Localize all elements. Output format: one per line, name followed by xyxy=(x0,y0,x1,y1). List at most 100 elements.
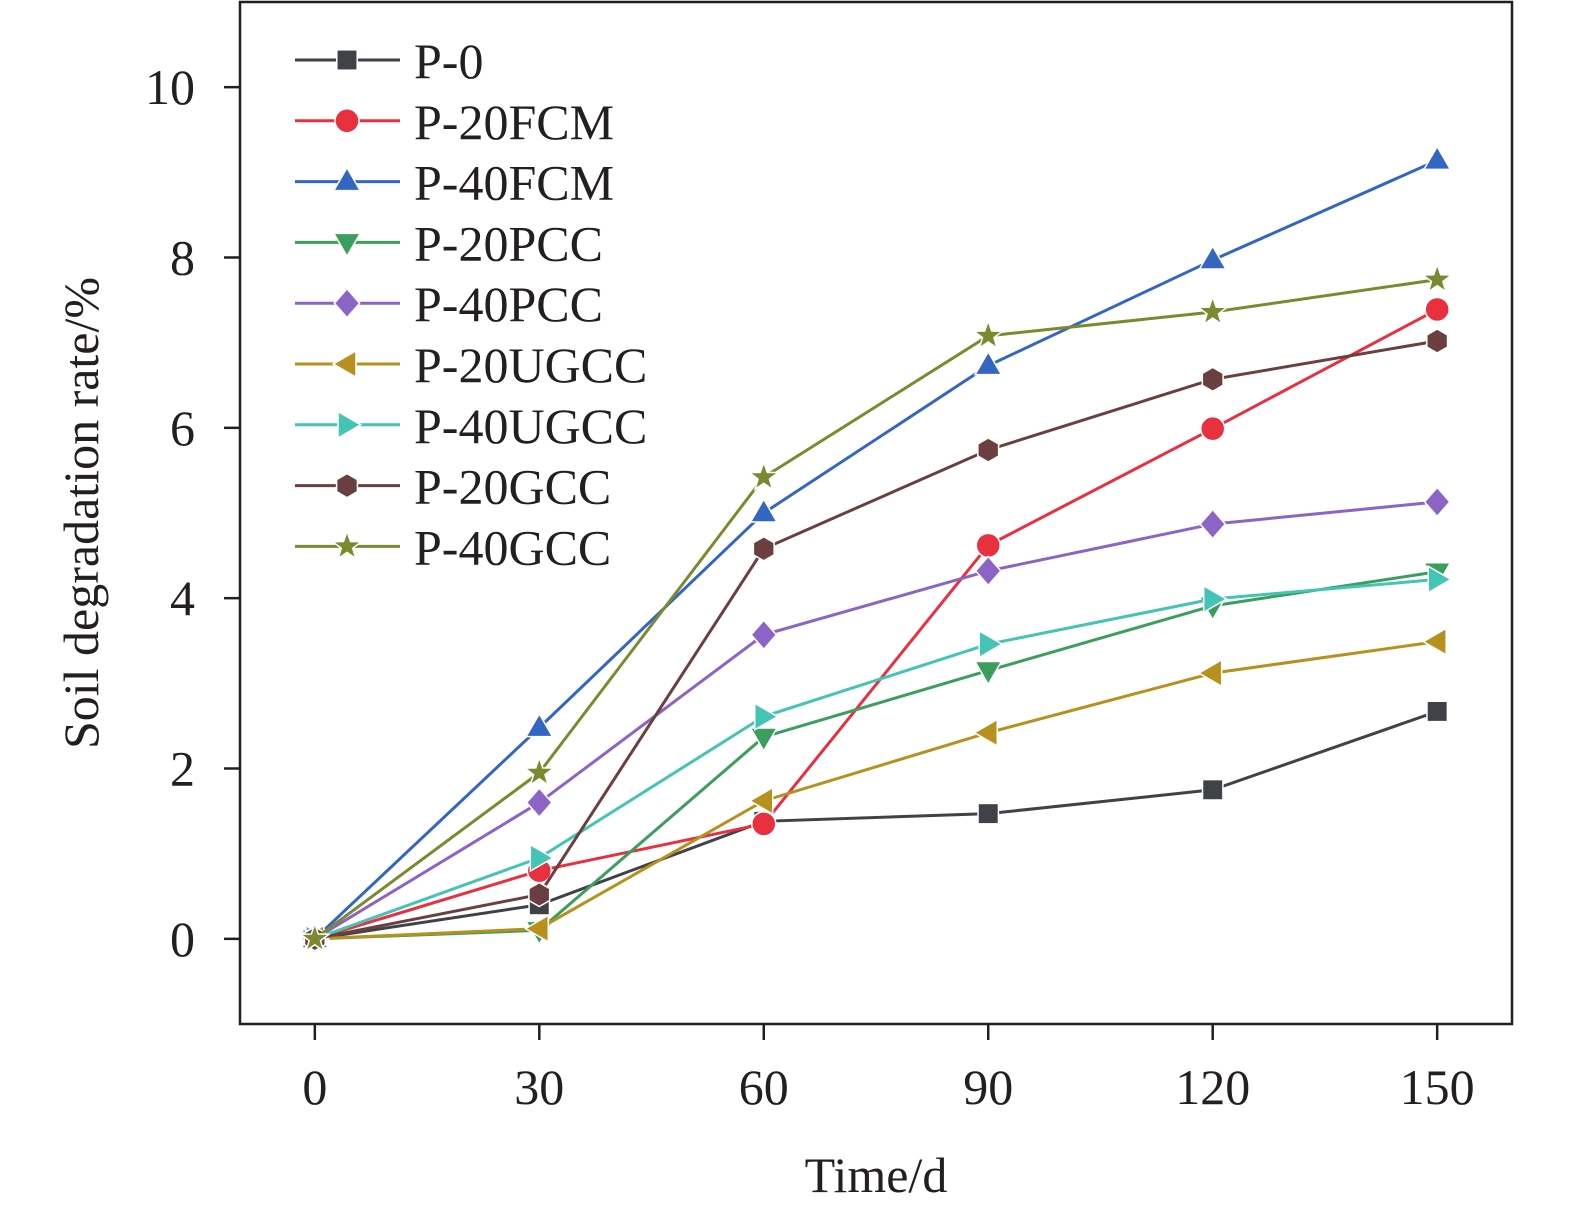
data-point xyxy=(747,459,781,492)
legend-marker xyxy=(332,232,362,258)
legend-label: P-40GCC xyxy=(414,519,611,575)
data-point xyxy=(973,350,1003,376)
y-axis: 0 2 4 6 8 10 xyxy=(145,59,240,967)
legend-label: P-20FCM xyxy=(414,94,614,150)
data-point xyxy=(973,660,1003,686)
legend-item: P-40FCM xyxy=(295,155,614,211)
legend-item: P-0 xyxy=(295,33,483,89)
x-axis: 0 30 60 90 120 150 xyxy=(302,1024,1475,1115)
series-P-20GCC xyxy=(303,328,1449,952)
legend-label: P-20UGCC xyxy=(414,337,647,393)
legend-item: P-20UGCC xyxy=(295,337,647,393)
legend-marker xyxy=(334,108,360,134)
data-point xyxy=(971,318,1005,350)
series-line xyxy=(314,308,1438,941)
x-tick-label: 90 xyxy=(963,1059,1013,1115)
x-axis-label: Time/d xyxy=(805,1147,948,1203)
legend-marker xyxy=(333,287,361,319)
series-P-40PCC xyxy=(301,486,1451,955)
data-point xyxy=(524,712,554,738)
legend-label: P-40FCM xyxy=(414,155,614,211)
series-P-20FCM xyxy=(302,296,1450,952)
legend-marker xyxy=(332,166,362,192)
legend-item: P-40PCC xyxy=(295,276,603,332)
legend-item: P-20FCM xyxy=(295,94,614,150)
y-tick-label: 2 xyxy=(170,741,195,797)
series-line xyxy=(314,640,1438,941)
data-point xyxy=(1198,244,1228,270)
x-tick-label: 120 xyxy=(1175,1059,1250,1115)
series-P-40FCM xyxy=(300,145,1452,949)
data-point xyxy=(975,532,1001,559)
data-point xyxy=(977,802,1000,825)
data-point xyxy=(1199,508,1227,540)
y-tick-label: 10 xyxy=(145,59,195,115)
y-axis-label: Soil degradation rate/% xyxy=(53,277,109,749)
series-line xyxy=(314,710,1438,941)
legend-item: P-40UGCC xyxy=(295,398,647,454)
data-point xyxy=(1426,328,1449,354)
data-point xyxy=(1197,658,1223,688)
data-point xyxy=(1201,778,1224,801)
legend-marker xyxy=(335,472,359,499)
series-layer xyxy=(298,145,1454,955)
y-tick-label: 0 xyxy=(170,911,195,967)
data-point xyxy=(754,702,780,732)
legend-marker xyxy=(336,49,358,71)
legend-label: P-40PCC xyxy=(414,276,603,332)
data-point xyxy=(528,881,551,908)
data-point xyxy=(1201,366,1224,393)
series-line xyxy=(314,570,1438,941)
series-line xyxy=(314,339,1438,941)
data-point xyxy=(1196,294,1230,326)
x-tick-label: 60 xyxy=(739,1059,789,1115)
legend-marker xyxy=(337,410,363,440)
data-point xyxy=(1423,486,1451,518)
data-point xyxy=(522,755,556,787)
data-point xyxy=(298,921,332,953)
data-point xyxy=(751,811,777,837)
legend-label: P-0 xyxy=(414,33,483,89)
series-line xyxy=(314,500,1438,941)
data-point xyxy=(749,727,779,753)
series-line xyxy=(313,159,1438,940)
y-tick-label: 8 xyxy=(170,230,195,286)
data-point xyxy=(1426,700,1449,723)
legend-item: P-20PCC xyxy=(295,215,603,271)
data-point xyxy=(1422,145,1452,171)
y-tick-label: 6 xyxy=(170,400,195,456)
data-point xyxy=(749,497,779,523)
legend-item: P-40GCC xyxy=(295,519,611,575)
series-line xyxy=(314,577,1438,941)
data-point xyxy=(972,718,998,748)
data-point xyxy=(525,787,553,819)
data-point xyxy=(1202,584,1229,614)
legend-marker xyxy=(330,529,364,561)
data-point xyxy=(529,843,555,873)
series-P-40GCC xyxy=(298,262,1454,953)
series-P-40UGCC xyxy=(305,564,1453,954)
legend-label: P-20PCC xyxy=(414,215,603,271)
legend: P-0P-20FCMP-40FCMP-20PCCP-40PCCP-20UGCCP… xyxy=(295,33,647,575)
x-tick-label: 150 xyxy=(1400,1059,1475,1115)
series-P-0 xyxy=(303,700,1449,950)
legend-label: P-40UGCC xyxy=(414,398,647,454)
data-point xyxy=(1427,564,1453,594)
data-point xyxy=(977,437,1000,463)
x-tick-label: 30 xyxy=(514,1059,564,1115)
data-point xyxy=(1199,415,1226,442)
data-point xyxy=(978,629,1004,659)
series-P-20PCC xyxy=(300,562,1452,955)
data-point xyxy=(1421,627,1447,657)
x-tick-label: 0 xyxy=(302,1059,327,1115)
plot-frame xyxy=(238,0,1514,1026)
legend-marker xyxy=(331,349,357,379)
data-point xyxy=(752,535,775,562)
data-point xyxy=(1424,296,1450,323)
data-point xyxy=(974,555,1002,587)
y-tick-label: 4 xyxy=(170,570,195,626)
series-line xyxy=(313,278,1438,941)
data-point xyxy=(523,914,550,944)
data-point xyxy=(748,786,774,816)
